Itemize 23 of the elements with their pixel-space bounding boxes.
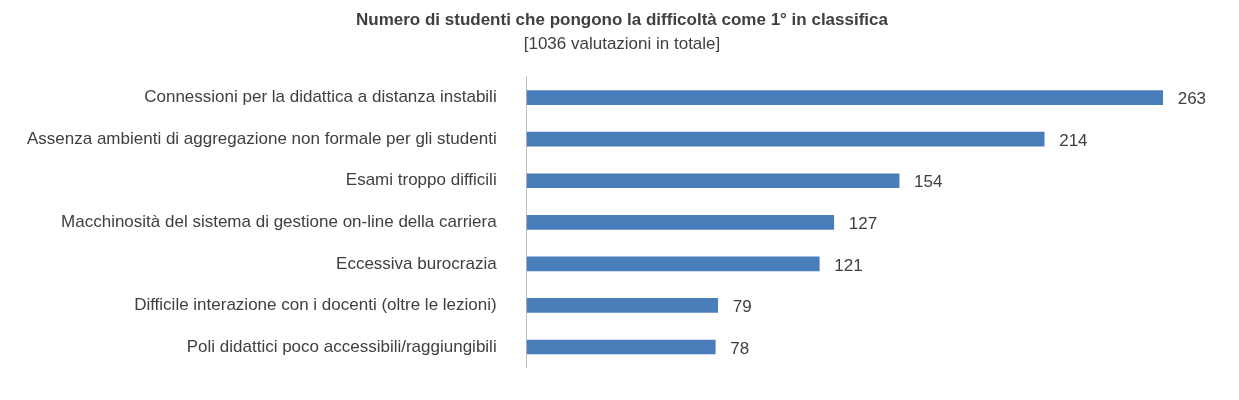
y-tick-label: Poli didattici poco accessibili/raggiungibili: [186, 336, 497, 356]
data-label: 154: [914, 172, 943, 192]
y-tick-label: Eccessiva burocrazia: [336, 253, 498, 273]
chart-title: Numero di studenti che pongono la difficoltà come 1° in classifica: [356, 9, 889, 29]
bar: [526, 339, 716, 355]
data-label: 78: [730, 338, 750, 358]
y-tick-label: Macchinosità del sistema di gestione on-line della carriera: [61, 211, 498, 231]
bar: [526, 131, 1045, 147]
data-label: 121: [834, 255, 863, 275]
y-tick-label: Connessioni per la didattica a distanza instabili: [144, 87, 497, 107]
bar: [526, 298, 719, 313]
data-label: 127: [848, 213, 878, 233]
y-tick-label: Difficile interazione con i docenti (oltre le lezioni): [134, 295, 497, 315]
data-label: 214: [1059, 130, 1088, 150]
bar: [526, 90, 1164, 105]
bar: [526, 256, 820, 272]
data-label: 263: [1177, 89, 1207, 109]
data-label: 79: [732, 297, 752, 317]
chart-subtitle: [1036 valutazioni in totale]: [523, 34, 721, 54]
bar: [526, 214, 835, 230]
y-tick-label: Esami troppo difficili: [345, 170, 497, 190]
y-tick-label: Assenza ambienti di aggregazione non formale per gli studenti: [26, 128, 497, 148]
bar: [526, 173, 900, 189]
